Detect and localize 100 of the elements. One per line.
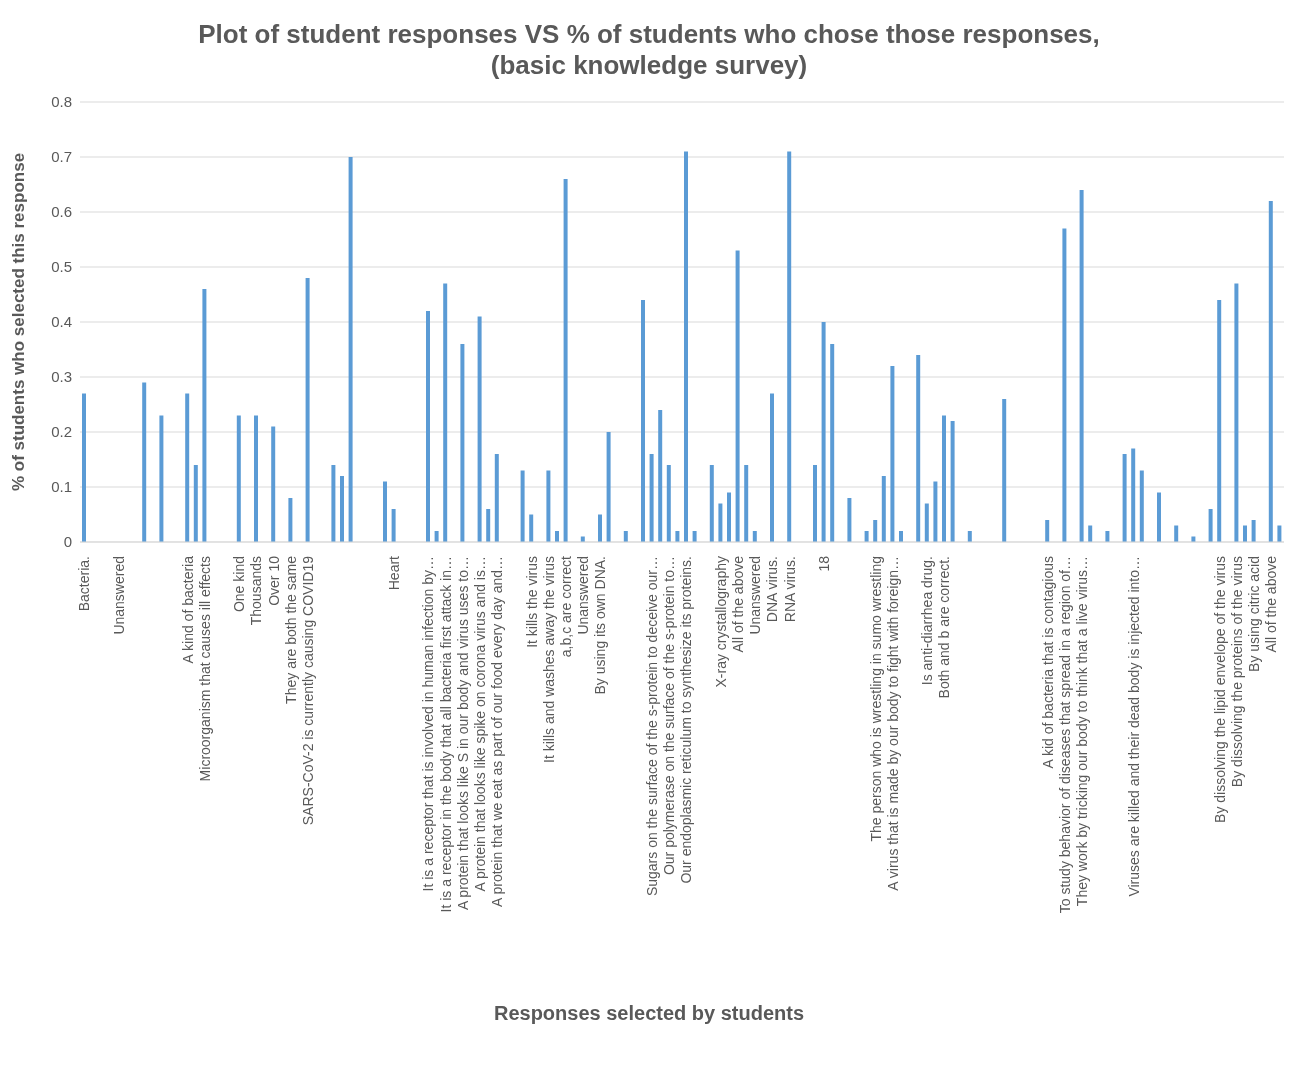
x-tick-label: It kills and washes away the virus bbox=[540, 556, 557, 763]
x-tick-label: A protein that looks like spike on corona virus and is… bbox=[471, 556, 488, 892]
bar bbox=[899, 531, 903, 542]
bar bbox=[606, 432, 611, 542]
x-tick-label: One kind bbox=[231, 556, 248, 613]
bar bbox=[1268, 201, 1273, 542]
bar bbox=[1277, 525, 1282, 542]
bar bbox=[916, 355, 921, 542]
bar bbox=[1139, 470, 1144, 542]
bar bbox=[391, 509, 396, 542]
y-tick-label: 0.7 bbox=[51, 148, 72, 166]
x-axis-title: Responses selected by students bbox=[492, 1002, 806, 1025]
y-tick-label: 0.4 bbox=[51, 313, 72, 331]
y-tick-label: 0.5 bbox=[51, 258, 72, 276]
bar bbox=[847, 498, 852, 542]
x-tick-label: It is a receptor in the body that all bacteria first attack in… bbox=[437, 556, 454, 913]
bar bbox=[658, 410, 663, 542]
x-tick-label: Is anti-diarrhea drug. bbox=[919, 556, 936, 686]
bar bbox=[477, 316, 482, 542]
bar bbox=[1234, 283, 1239, 542]
x-tick-label: DNA virus. bbox=[764, 556, 781, 623]
x-tick-label: Both and b are correct. bbox=[936, 556, 953, 699]
x-tick-label: Unanswered bbox=[575, 556, 592, 635]
bar bbox=[1208, 509, 1213, 542]
x-tick-label: By using its own DNA. bbox=[592, 556, 609, 695]
x-tick-label: A kid of bacteria that is contagious bbox=[1039, 556, 1056, 769]
bar bbox=[770, 393, 774, 542]
bar bbox=[159, 415, 164, 542]
bar bbox=[967, 531, 972, 542]
bar bbox=[1045, 520, 1050, 542]
x-tick-label: SARS-CoV-2 is currently causing COVID19 bbox=[299, 555, 316, 826]
x-tick-label: A protein that we eat as part of our food every day and… bbox=[489, 556, 506, 907]
bar bbox=[752, 531, 757, 542]
x-tick-label: To study behavior of diseases that spread in a region of… bbox=[1056, 556, 1073, 914]
y-tick-label: 0.8 bbox=[51, 93, 72, 111]
x-tick-label: Heart bbox=[385, 555, 402, 591]
bar bbox=[331, 465, 336, 542]
x-tick-label: By dissolving the lipid envelope of the virus bbox=[1211, 556, 1228, 823]
bar bbox=[460, 344, 465, 542]
bar bbox=[623, 531, 628, 542]
y-tick-label: 0 bbox=[63, 533, 72, 551]
bar bbox=[864, 531, 869, 542]
bar bbox=[1105, 531, 1110, 542]
x-tick-label: Thousands bbox=[248, 556, 265, 626]
bar bbox=[727, 492, 731, 542]
bar bbox=[1088, 525, 1093, 542]
bar bbox=[1122, 454, 1127, 542]
bar bbox=[546, 470, 551, 542]
bar bbox=[821, 322, 826, 542]
x-tick-label: By using citric acid bbox=[1245, 556, 1262, 672]
bar bbox=[494, 454, 499, 542]
y-tick-label: 0.2 bbox=[51, 423, 72, 441]
bar bbox=[383, 481, 387, 542]
x-tick-label: Viruses are killed and their dead body is injected into… bbox=[1125, 556, 1142, 897]
y-tick-label: 0.1 bbox=[51, 478, 72, 496]
bar bbox=[1002, 399, 1007, 542]
bar bbox=[735, 250, 740, 542]
bar bbox=[305, 278, 310, 542]
x-tick-label: They work by tricking our body to think that a live virus… bbox=[1073, 556, 1090, 907]
x-tick-label: Unanswered bbox=[110, 556, 127, 635]
x-tick-label: Our polymerase on the surface of the s-protein to… bbox=[661, 556, 678, 876]
x-tick-label: 18 bbox=[815, 555, 832, 572]
bar bbox=[348, 157, 353, 542]
bar bbox=[520, 470, 525, 542]
x-tick-label: A virus that is made by our body to fight with foreign… bbox=[884, 556, 901, 891]
bar bbox=[1251, 520, 1256, 542]
x-tick-label: Bacteria. bbox=[76, 556, 93, 612]
x-tick-label: Our endoplasmic reticulum to synthesize its proteins. bbox=[678, 556, 695, 884]
bar bbox=[1217, 300, 1222, 542]
x-tick-label: They are both the same bbox=[282, 555, 299, 704]
bar bbox=[142, 382, 147, 542]
x-tick-label: Sugars on the surface of the s-protein to deceive our… bbox=[643, 556, 660, 897]
bar bbox=[718, 503, 723, 542]
bar bbox=[950, 421, 955, 542]
bar bbox=[288, 498, 293, 542]
bar bbox=[709, 465, 714, 542]
x-tick-label: The person who is wrestling in sumo wrestling bbox=[867, 556, 884, 842]
bar bbox=[684, 151, 688, 542]
bar bbox=[426, 311, 430, 542]
bar bbox=[649, 454, 654, 542]
bar bbox=[873, 520, 878, 542]
bar bbox=[486, 509, 491, 542]
x-tick-label: It kills the virus bbox=[523, 556, 540, 648]
x-tick-label: By dissolving the proteins of the virus bbox=[1228, 556, 1245, 788]
bar bbox=[666, 465, 671, 542]
bar bbox=[1174, 525, 1179, 542]
bar bbox=[924, 503, 929, 542]
x-tick-label: Over 10 bbox=[265, 555, 282, 606]
bar bbox=[890, 366, 895, 542]
x-tick-label: X-ray crystallography bbox=[712, 556, 729, 688]
bar bbox=[529, 514, 534, 542]
bar bbox=[340, 476, 344, 542]
bar bbox=[744, 465, 749, 542]
bar bbox=[813, 465, 817, 542]
bar bbox=[1079, 190, 1084, 542]
bar bbox=[555, 531, 559, 542]
bar bbox=[254, 415, 258, 542]
bar bbox=[641, 300, 645, 542]
bar bbox=[434, 531, 439, 542]
x-tick-label: It is a receptor that is involved in human infection by… bbox=[420, 556, 437, 892]
